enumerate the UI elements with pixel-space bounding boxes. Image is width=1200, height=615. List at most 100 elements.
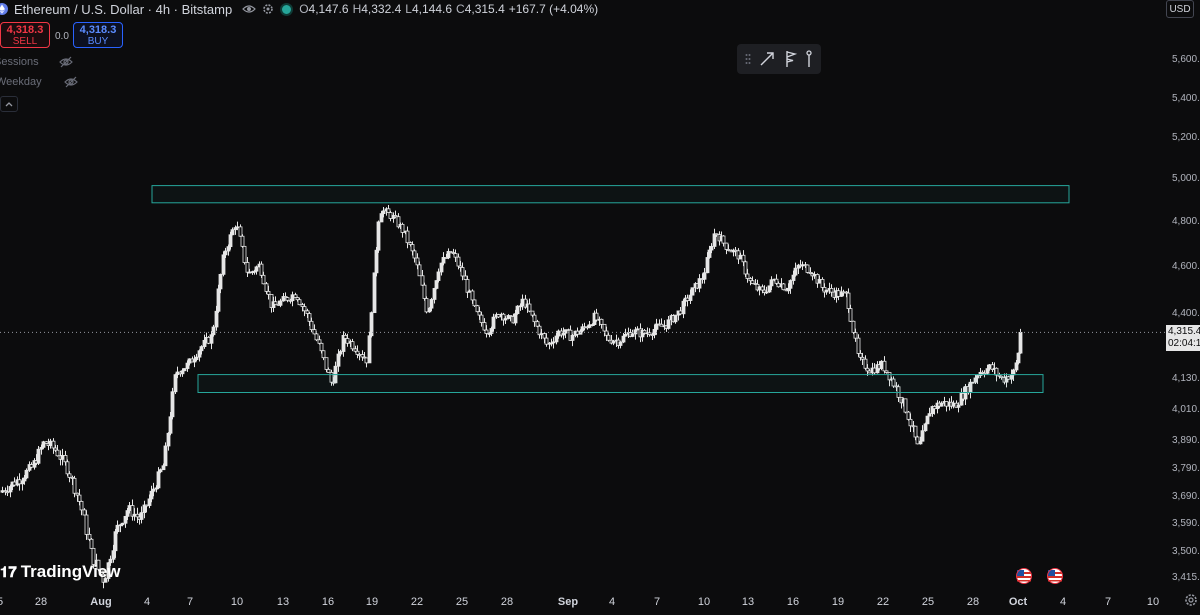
candle (970, 381, 975, 384)
candle (441, 252, 446, 266)
time-axis[interactable]: 5 28 Aug 4 7 10 13 16 19 22 25 28 Sep 4 7 10 13 16 19 22 25 2… (0, 596, 1159, 608)
candle (535, 319, 540, 328)
candle (79, 500, 84, 516)
candle (606, 332, 611, 342)
tradingview-logo[interactable]: 𝟏𝟕 TradingView (0, 562, 121, 582)
price-axis[interactable]: 3,415.0 3,500.0 3,590.0 3,690.0 3,790.0 3,890… (1172, 54, 1200, 583)
rectangle-zone[interactable] (151, 185, 1070, 204)
candle (520, 294, 525, 310)
candle (106, 562, 111, 582)
buy-label: BUY (87, 36, 109, 47)
symbol-title[interactable]: Ethereum / U.S. Dollar · 4h · Bitstamp (14, 1, 233, 17)
candle (688, 289, 693, 304)
arrow-icon[interactable] (758, 50, 776, 68)
current-price-label: 4,315.4 02:04:1 (1166, 325, 1200, 351)
candle (87, 527, 92, 542)
eye-off-icon[interactable] (63, 76, 78, 88)
candle (949, 396, 954, 409)
sell-button[interactable]: 4,318.3 SELL (0, 22, 50, 48)
price-tick-label: 4,400.0 (1172, 308, 1200, 319)
candle (925, 415, 930, 425)
candle (32, 458, 37, 470)
high-label: H (352, 2, 362, 16)
sell-label: SELL (12, 36, 38, 47)
candle (156, 467, 161, 489)
candle (918, 436, 923, 445)
candle (709, 243, 714, 254)
candle (472, 299, 477, 307)
candle (209, 331, 214, 350)
candle (214, 305, 219, 331)
time-tick-label: 22 (411, 596, 423, 608)
gear-icon[interactable] (262, 3, 274, 15)
drawing-toolbar[interactable] (737, 44, 821, 74)
candle (355, 345, 360, 359)
candle (393, 210, 398, 218)
candle (690, 287, 695, 296)
time-tick-label: 7 (654, 596, 660, 608)
candle (338, 349, 343, 357)
candle (659, 318, 664, 327)
candle (891, 376, 896, 388)
currency-button[interactable]: USD (1166, 0, 1194, 18)
rectangle-zone[interactable] (197, 374, 1044, 393)
candle (623, 328, 628, 337)
candle (685, 294, 690, 307)
candle (769, 276, 774, 291)
candle (990, 362, 995, 372)
candle (139, 506, 144, 524)
candle (908, 413, 913, 432)
time-tick-label: Sep (558, 596, 578, 608)
eye-off-icon[interactable] (58, 56, 73, 68)
candle (376, 220, 381, 253)
current-price-value: 4,315.4 (1168, 326, 1200, 337)
candle (985, 364, 990, 375)
low-value: 4,144.6 (411, 2, 453, 16)
market-open-icon (280, 2, 294, 16)
candle (29, 462, 34, 469)
candle (570, 333, 575, 347)
candles-layer (0, 205, 1023, 589)
candle (513, 309, 518, 326)
time-tick-label: Aug (90, 596, 111, 608)
candle (36, 445, 41, 465)
price-tick-label: 3,590.0 (1172, 518, 1200, 529)
candle (453, 249, 458, 263)
indicator-weekday[interactable]: Weekday (0, 76, 78, 88)
candle (951, 400, 956, 409)
gear-icon[interactable] (1184, 593, 1198, 607)
candle (283, 292, 288, 299)
sell-price: 4,318.3 (6, 24, 44, 36)
candle (362, 351, 367, 359)
time-tick-label: 16 (787, 596, 799, 608)
candle (712, 228, 717, 250)
collapse-indicators-button[interactable] (0, 96, 18, 112)
zones-layer[interactable] (151, 185, 1070, 393)
candle (341, 331, 346, 357)
flag-icon[interactable] (784, 49, 798, 69)
candle (142, 500, 147, 519)
candle (67, 471, 72, 483)
time-tick-label: 4 (1060, 596, 1066, 608)
low-label: L (405, 2, 412, 16)
indicator-sessions[interactable]: Sessions (0, 56, 73, 68)
candle (405, 226, 410, 249)
candle (151, 482, 156, 497)
candle (532, 313, 537, 327)
eye-icon[interactable] (242, 3, 257, 15)
candle (72, 475, 77, 498)
candle (412, 249, 417, 263)
candle (96, 559, 101, 572)
buy-button[interactable]: 4,318.3 BUY (73, 22, 123, 48)
candle (439, 262, 444, 276)
drag-handle-icon[interactable] (745, 53, 751, 65)
candle (281, 293, 286, 302)
time-tick-label: 19 (832, 596, 844, 608)
us-flag-icon[interactable] (1016, 568, 1032, 584)
time-tick-label: 28 (35, 596, 47, 608)
candle (245, 257, 250, 278)
pin-icon[interactable] (805, 49, 813, 69)
us-flag-icon[interactable] (1047, 568, 1063, 584)
candle (0, 486, 5, 494)
